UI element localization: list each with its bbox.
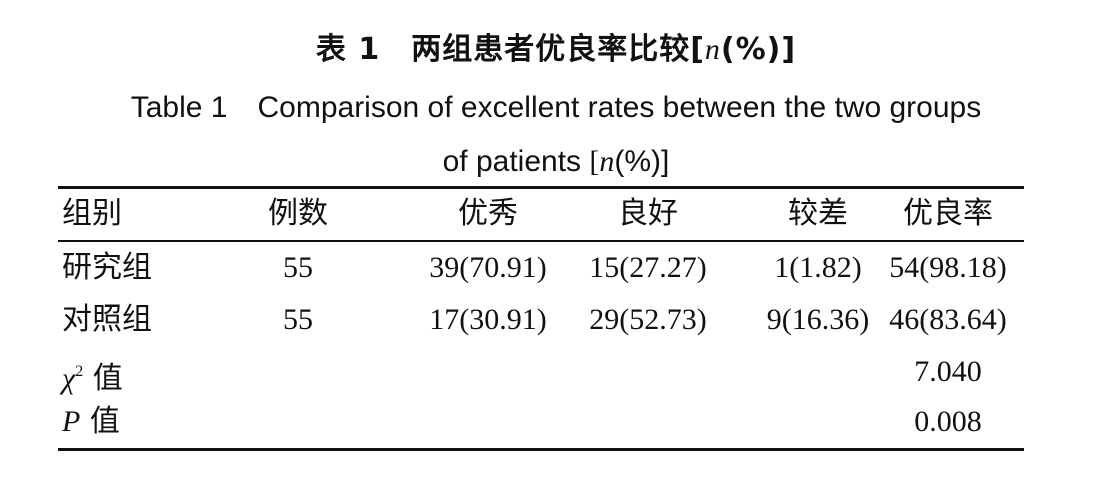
- table-header-rule: [58, 240, 1024, 242]
- cell-count: 55: [283, 303, 313, 336]
- chi-square-row: χ2 值 7.040: [58, 348, 1024, 396]
- caption-cn-prefix: 表 1 两组患者优良率比较[: [315, 32, 705, 67]
- cell-rate: 54(98.18): [889, 251, 1007, 284]
- cell-poor: 1(1.82): [774, 251, 862, 284]
- table-caption-cn: 表 1 两组患者优良率比较[n(%)]: [0, 30, 1112, 70]
- cell-group: 对照组: [62, 302, 152, 337]
- cell-count: 55: [283, 251, 313, 284]
- cell-good: 15(27.27): [589, 251, 707, 284]
- chi-symbol: χ: [62, 362, 76, 395]
- header-count: 例数: [268, 196, 328, 231]
- table-caption-en-line1: Table 1 Comparison of excellent rates be…: [130, 91, 982, 124]
- cell-excellent: 39(70.91): [429, 251, 547, 284]
- caption-en-prefix: of patients: [442, 145, 590, 178]
- header-poor: 较差: [788, 196, 848, 231]
- caption-cn-n: n: [704, 33, 721, 66]
- table-header-row: 组别 例数 优秀 良好 较差 优良率: [58, 190, 1024, 238]
- table-top-rule: [58, 186, 1024, 189]
- header-good: 良好: [618, 196, 678, 231]
- header-rate: 优良率: [903, 196, 993, 231]
- cell-good: 29(52.73): [589, 303, 707, 336]
- table-caption-en-line2: of patients [n(%)]: [0, 142, 1112, 182]
- cell-rate: 46(83.64): [889, 303, 1007, 336]
- p-value-label: P 值: [62, 398, 120, 446]
- cell-excellent: 17(30.91): [429, 303, 547, 336]
- chi-square-label: χ2 值: [62, 348, 123, 396]
- p-value-row: P 值 0.008: [58, 398, 1024, 446]
- chi-label-suffix: 值: [83, 361, 123, 396]
- table-bottom-rule: [58, 448, 1024, 451]
- caption-en-n: n: [599, 145, 615, 178]
- cell-group: 研究组: [62, 250, 152, 285]
- p-value: 0.008: [914, 405, 982, 438]
- cell-poor: 9(16.36): [766, 303, 870, 336]
- chi-superscript: 2: [75, 363, 84, 380]
- caption-en-suffix: (%)]: [614, 145, 670, 178]
- table-row: 对照组 55 17(30.91) 29(52.73) 9(16.36) 46(8…: [58, 296, 1024, 344]
- caption-cn-suffix: (%)]: [720, 32, 797, 67]
- p-symbol: P: [62, 405, 81, 438]
- header-group: 组别: [62, 196, 122, 231]
- header-excellent: 优秀: [458, 196, 518, 231]
- caption-en-bracket: [: [589, 145, 600, 178]
- p-label-suffix: 值: [80, 404, 120, 439]
- chi-square-value: 7.040: [914, 355, 982, 388]
- table-row: 研究组 55 39(70.91) 15(27.27) 1(1.82) 54(98…: [58, 244, 1024, 292]
